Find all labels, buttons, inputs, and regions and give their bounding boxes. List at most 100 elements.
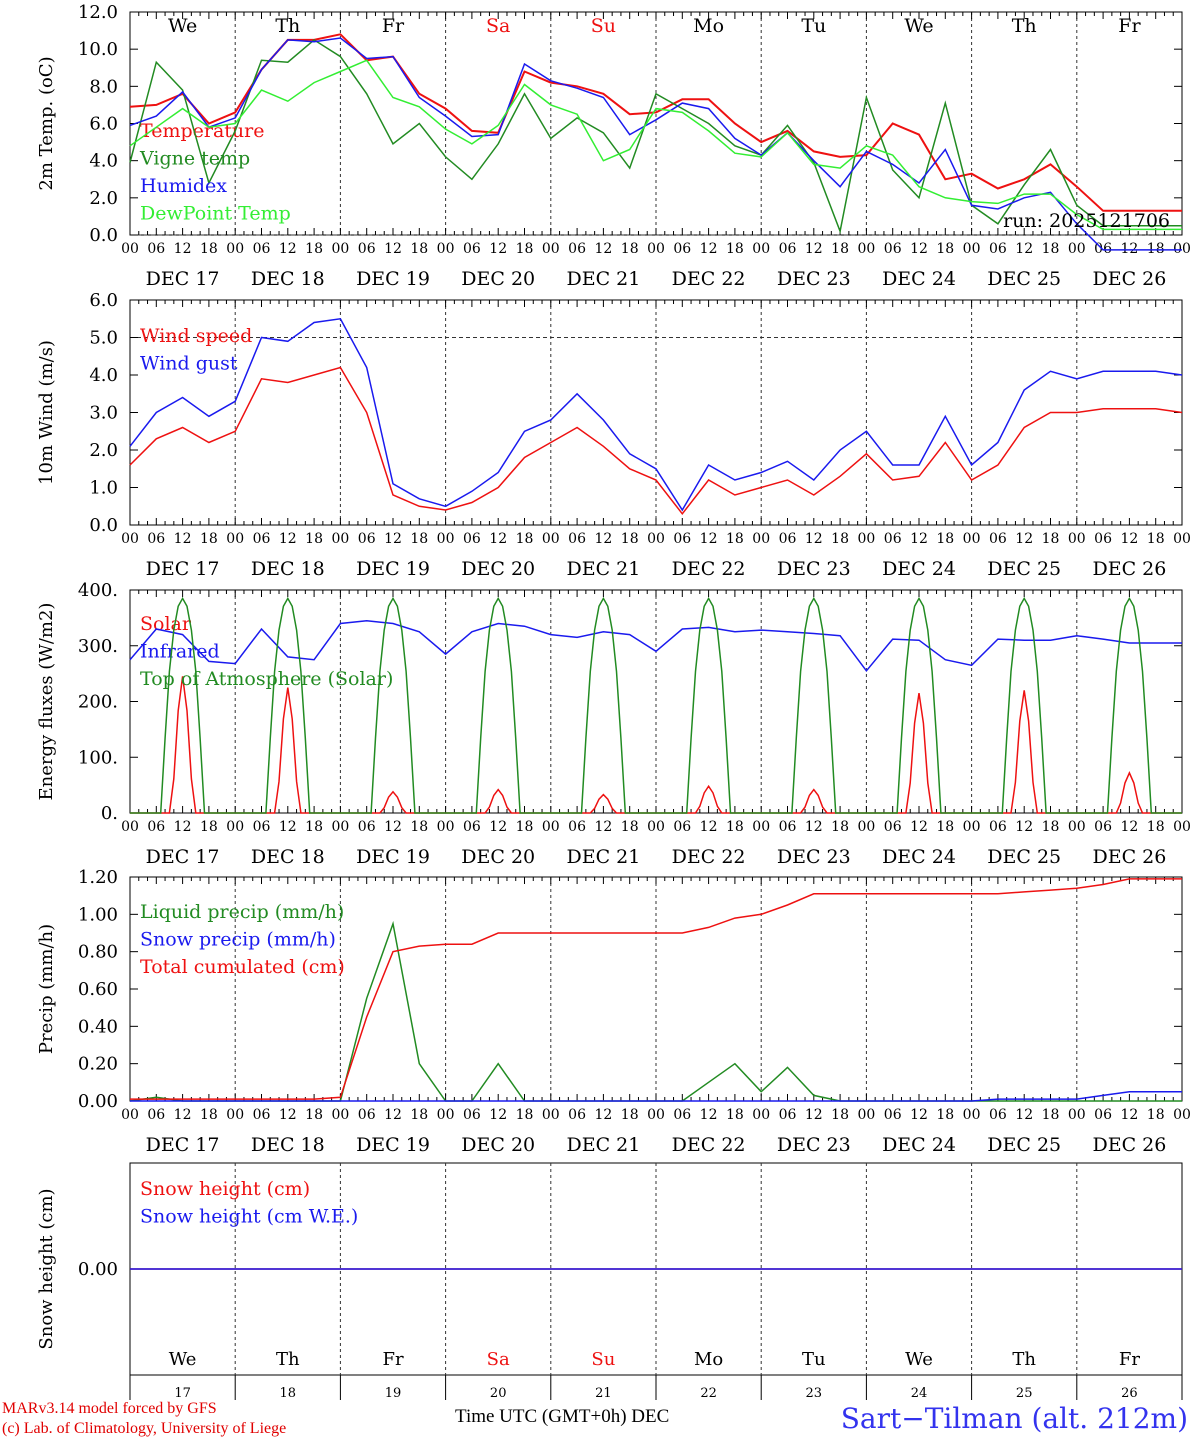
panel1-y-axis-label: 2m Temp. (oC) [36, 56, 57, 190]
panel1-hour-tick-label: 18 [936, 241, 954, 257]
panel2-y-tick-label: 0.0 [89, 515, 118, 536]
panel2-hour-tick-label: 12 [174, 531, 192, 547]
panel2-hour-tick-label: 12 [1120, 531, 1138, 547]
panel1-hour-tick-label: 06 [147, 241, 165, 257]
weekday-header-label: Mo [693, 15, 724, 37]
weekday-header-label: Sa [486, 15, 510, 37]
panel4-date-label: DEC 20 [461, 1134, 535, 1156]
panel3-hour-tick-label: 12 [910, 819, 928, 835]
panel1-date-label: DEC 20 [461, 268, 535, 290]
panel3-y-tick-label: 300. [78, 636, 118, 657]
panel4-hour-tick-label: 00 [1173, 1107, 1191, 1123]
panel4-hour-tick-label: 18 [1042, 1107, 1060, 1123]
panel3-date-label: DEC 21 [566, 846, 640, 868]
panel3-y-tick-label: 400. [78, 580, 118, 601]
weekday-header-label: Su [591, 15, 616, 37]
bottom-weekday-label: Mo [694, 1349, 723, 1370]
panel4-hour-tick-label: 18 [726, 1107, 744, 1123]
panel4-series-total-cumulated-cm- [130, 878, 1182, 1100]
panel4-hour-tick-label: 18 [1147, 1107, 1165, 1123]
panel1-y-tick-label: 8.0 [89, 76, 118, 97]
panel5-y-tick-label: 0.00 [78, 1259, 118, 1280]
bottom-day-number: 17 [174, 1386, 191, 1400]
panel1-hour-tick-label: 18 [621, 241, 639, 257]
panel1-hour-tick-label: 00 [963, 241, 981, 257]
panel1-hour-tick-label: 00 [1068, 241, 1086, 257]
panel1-hour-tick-label: 18 [200, 241, 218, 257]
panel1-hour-tick-label: 18 [516, 241, 534, 257]
panel3-series-top-of-atmosphere-solar- [130, 596, 1182, 814]
panel2-y-tick-label: 1.0 [89, 478, 118, 499]
panel2-date-label: DEC 24 [882, 558, 956, 580]
panel1-hour-tick-label: 00 [542, 241, 560, 257]
panel3-hour-tick-label: 18 [200, 819, 218, 835]
panel1-date-label: DEC 25 [987, 268, 1061, 290]
panel5-legend-snow-height-cm-: Snow height (cm) [140, 1178, 310, 1200]
x-axis-title-text: Time UTC (GMT+0h) [455, 1406, 627, 1427]
panel3-hour-tick-label: 06 [463, 819, 481, 835]
panel1-hour-tick-label: 00 [331, 241, 349, 257]
panel4-hour-tick-label: 00 [963, 1107, 981, 1123]
panel3-hour-tick-label: 12 [1120, 819, 1138, 835]
station-label: Sart−Tilman (alt. 212m) [840, 1402, 1188, 1435]
panel4-date-label: DEC 25 [987, 1134, 1061, 1156]
panel4-hour-tick-label: 12 [594, 1107, 612, 1123]
panel1-hour-tick-label: 12 [279, 241, 297, 257]
panel4-hour-tick-label: 12 [700, 1107, 718, 1123]
panel2-hour-tick-label: 00 [542, 531, 560, 547]
panel3-legend-top-of-atmosphere-solar-: Top of Atmosphere (Solar) [140, 668, 393, 690]
panel3-hour-tick-label: 12 [174, 819, 192, 835]
panel2-legend-wind-speed: Wind speed [140, 325, 252, 347]
panel3-date-label: DEC 26 [1092, 846, 1166, 868]
panel1-hour-tick-label: 12 [1120, 241, 1138, 257]
panel3-hour-tick-label: 06 [147, 819, 165, 835]
panel2-hour-tick-label: 06 [463, 531, 481, 547]
panel4-hour-tick-label: 06 [147, 1107, 165, 1123]
panel3-y-axis-label: Energy fluxes (W/m2) [36, 603, 57, 801]
credit-lab: (c) Lab. of Climatology, University of L… [2, 1420, 287, 1437]
panel1-date-label: DEC 19 [356, 268, 430, 290]
panel4-hour-tick-label: 00 [857, 1107, 875, 1123]
panel4-y-tick-label: 0.60 [78, 979, 118, 1000]
panel4-date-label: DEC 23 [777, 1134, 851, 1156]
panel1-hour-tick-label: 06 [884, 241, 902, 257]
panel1-hour-tick-label: 12 [384, 241, 402, 257]
panel3-legend-infrared: Infrared [140, 641, 220, 663]
panel4-hour-tick-label: 00 [331, 1107, 349, 1123]
panel3-hour-tick-label: 00 [331, 819, 349, 835]
panel1-hour-tick-label: 18 [1147, 241, 1165, 257]
panel1-series-dewpoint-temp [129, 59, 1182, 231]
panel1-date-label: DEC 18 [251, 268, 325, 290]
panel4-legend-snow-precip-mm-h-: Snow precip (mm/h) [140, 929, 336, 951]
panel4-y-tick-label: 0.80 [78, 942, 118, 963]
weekday-header-label: We [168, 15, 197, 37]
panel1-hour-tick-label: 00 [1173, 241, 1191, 257]
panel1-hour-tick-label: 06 [673, 241, 691, 257]
panel4-y-axis-label: Precip (mm/h) [36, 924, 57, 1054]
panel2-date-label: DEC 18 [251, 558, 325, 580]
panel3-hour-tick-label: 00 [963, 819, 981, 835]
panel1-date-label: DEC 22 [672, 268, 746, 290]
panel1-legend-humidex: Humidex [140, 175, 227, 197]
panel1-series-temperature [129, 33, 1182, 212]
panel4-hour-tick-label: 12 [805, 1107, 823, 1123]
panel2-hour-tick-label: 12 [384, 531, 402, 547]
panel4-hour-tick-label: 06 [253, 1107, 271, 1123]
panel3-hour-tick-label: 18 [936, 819, 954, 835]
panel2-hour-tick-label: 18 [200, 531, 218, 547]
panel2-hour-tick-label: 00 [437, 531, 455, 547]
bottom-weekday-label: Tu [802, 1349, 826, 1370]
panel3-hour-tick-label: 12 [700, 819, 718, 835]
panel3-hour-tick-label: 18 [621, 819, 639, 835]
panel4-hour-tick-label: 00 [226, 1107, 244, 1123]
bottom-weekday-label: Su [591, 1349, 615, 1370]
panel4-legend-total-cumulated-cm-: Total cumulated (cm) [140, 956, 345, 978]
panel2-hour-tick-label: 00 [963, 531, 981, 547]
panel2-hour-tick-label: 18 [410, 531, 428, 547]
panel1-hour-tick-label: 18 [410, 241, 428, 257]
panel2-hour-tick-label: 18 [726, 531, 744, 547]
panel2-date-label: DEC 19 [356, 558, 430, 580]
panel2-hour-tick-label: 18 [1147, 531, 1165, 547]
panel2-hour-tick-label: 00 [647, 531, 665, 547]
panel3-hour-tick-label: 06 [884, 819, 902, 835]
